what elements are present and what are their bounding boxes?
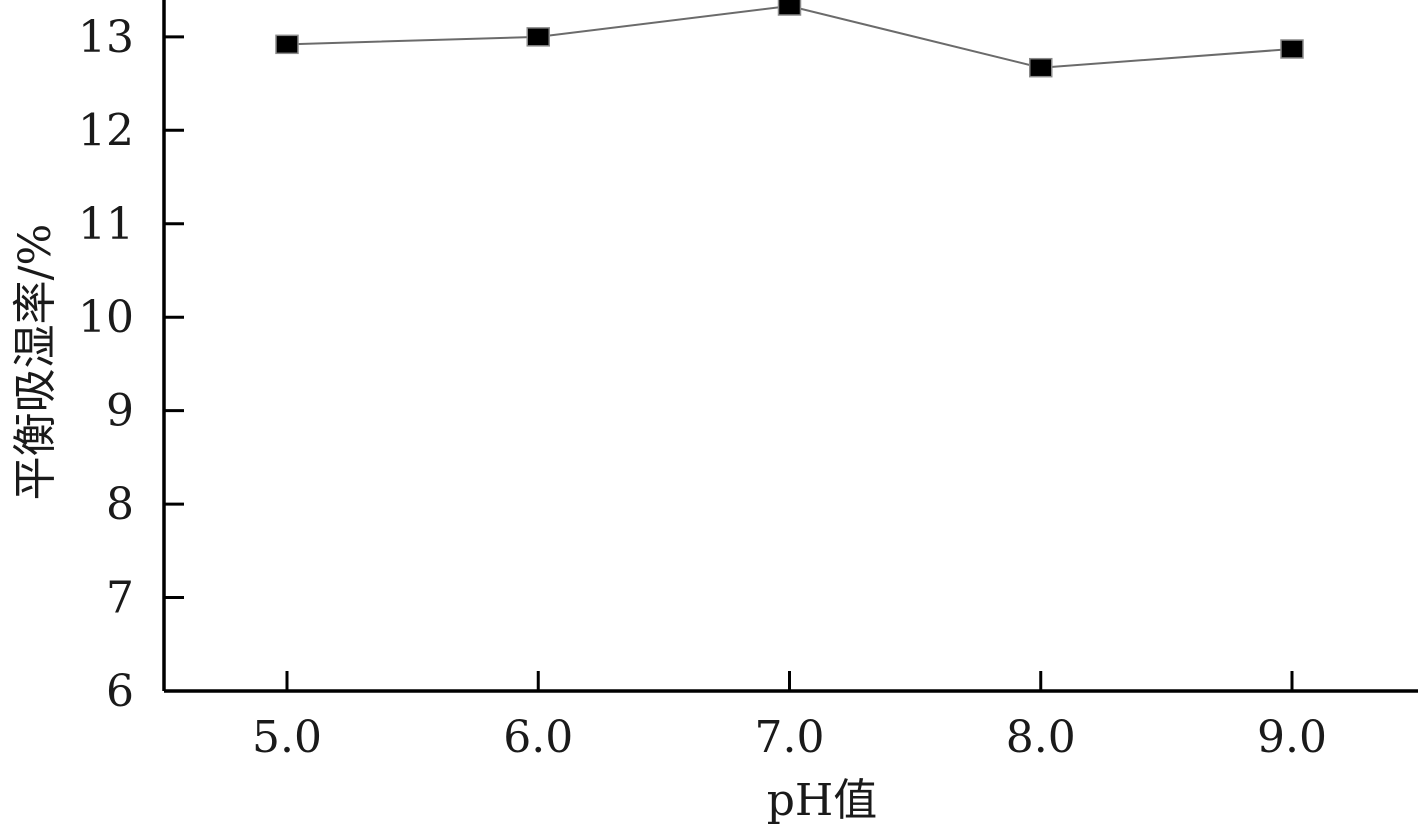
y-tick-label: 7 — [106, 573, 134, 624]
y-axis-title: 平衡吸湿率/% — [10, 224, 61, 501]
x-tick-label: 6.0 — [503, 712, 573, 763]
y-tick-label: 6 — [106, 666, 134, 717]
y-tick-label: 11 — [78, 199, 134, 250]
x-axis-title: pH值 — [767, 775, 878, 826]
y-tick-label: 9 — [106, 386, 134, 437]
y-tick-label: 13 — [78, 12, 134, 63]
data-point-7.0 — [777, 0, 802, 16]
data-point-5.0 — [275, 34, 299, 55]
x-tick-label: 8.0 — [1006, 712, 1076, 763]
y-tick-label: 8 — [106, 479, 134, 530]
x-tick-label: 9.0 — [1257, 712, 1327, 763]
y-tick-label: 12 — [78, 105, 134, 156]
data-point-6.0 — [526, 27, 550, 47]
data-point-8.0 — [1029, 57, 1053, 78]
data-point-9.0 — [1280, 39, 1304, 59]
y-ticks: 6 7 8 9 10 11 12 13 — [78, 12, 184, 717]
y-tick-label: 10 — [78, 292, 134, 343]
x-tick-label: 5.0 — [252, 712, 322, 763]
plot-area: 6 7 8 9 10 11 12 13 5.0 6.0 7.0 8.0 9.0 — [78, 0, 1418, 763]
x-ticks: 5.0 6.0 7.0 8.0 9.0 — [252, 671, 1327, 763]
series-markers — [275, 0, 1304, 78]
x-tick-label: 7.0 — [755, 712, 825, 763]
